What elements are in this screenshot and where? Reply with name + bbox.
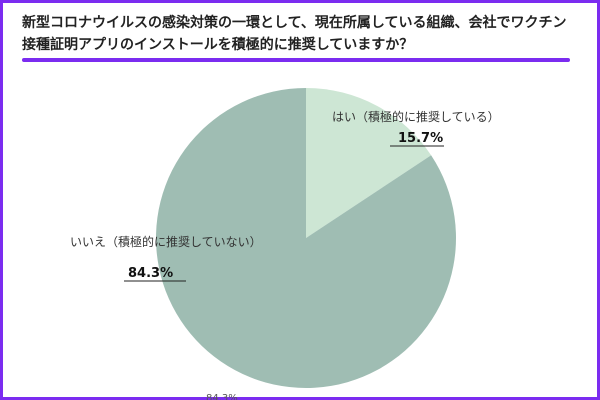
slice-value-label-1: 15.7% <box>398 131 443 146</box>
pie-slice-2 <box>156 88 457 388</box>
pie-slice-1 <box>306 88 432 238</box>
slice-label-2: いいえ（積極的に推奨していない） <box>70 234 262 249</box>
slice-value-label-2: 84.3% <box>128 266 173 281</box>
slice-label-1: はい（積極的に推奨している） <box>332 109 500 124</box>
title-underline <box>22 58 570 62</box>
chart-title: 新型コロナウイルスの感染対策の一環として、現在所属している組織、会社でワクチン接… <box>22 15 567 53</box>
bottom-value-label: 84.3% <box>206 393 238 400</box>
